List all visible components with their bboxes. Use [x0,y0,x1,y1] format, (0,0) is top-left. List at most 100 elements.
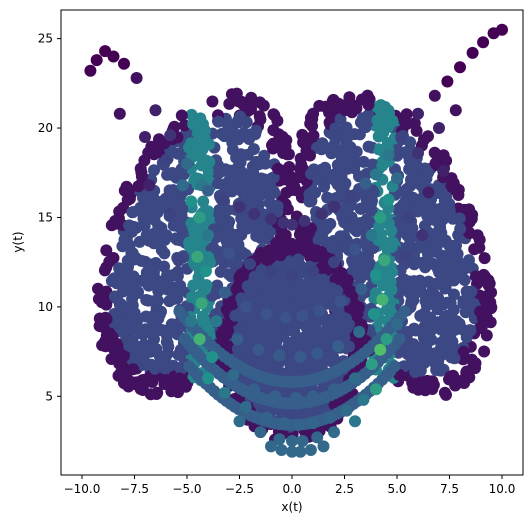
cloud-point [327,235,340,247]
data-point [328,383,340,396]
cloud-point [306,285,319,298]
data-point [223,247,235,260]
cloud-point [148,362,161,375]
cloud-point [371,114,384,127]
cloud-point [122,184,135,197]
cloud-point [141,203,154,216]
cloud-point [257,279,270,292]
cloud-point [162,340,175,353]
cloud-point [138,338,151,351]
cloud-point [292,253,305,266]
cloud-point [436,234,448,247]
cloud-point [116,240,129,253]
x-tick-label: −5.0 [172,482,201,496]
cloud-point [178,377,191,390]
cloud-point [349,222,362,235]
cloud-point [296,128,309,141]
data-point [273,349,286,362]
cloud-point [403,163,416,176]
cloud-point [175,109,188,122]
cloud-point [319,161,332,174]
cloud-point [418,219,431,232]
cloud-point [192,126,205,139]
data-point [315,207,328,220]
cloud-point [316,290,329,303]
data-point [296,435,309,447]
cloud-point [269,246,282,259]
cloud-point [468,243,481,256]
data-point [248,383,261,396]
cloud-point [373,220,385,233]
data-point [374,211,387,224]
data-point [307,390,319,403]
data-point [187,279,200,292]
cloud-point [121,194,134,206]
cloud-point [445,327,457,339]
data-point [172,254,185,267]
y-tick-label: 15 [38,210,53,224]
cloud-point [401,200,414,213]
cloud-point [229,309,242,322]
cloud-point [126,206,139,219]
arc-point [388,360,401,373]
cloud-point [418,133,430,146]
cloud-point [420,326,433,339]
cloud-point [436,213,449,226]
cloud-point [166,269,179,282]
data-point [374,343,387,356]
data-point [380,333,393,346]
cloud-point [240,130,253,143]
arc-point [398,305,411,318]
data-point [286,268,298,281]
cloud-point [462,294,475,307]
data-point [185,195,198,208]
cloud-point [407,250,420,263]
cloud-point [407,381,420,394]
data-point [286,435,298,447]
cloud-point [271,114,284,127]
cloud-point [146,313,158,326]
cloud-point [152,285,165,298]
data-point [349,372,361,385]
cloud-point [140,294,153,306]
data-point [334,295,347,308]
arc-point [393,333,406,345]
cloud-point [326,313,339,326]
data-point [202,229,214,242]
cloud-point [248,170,261,183]
cloud-point [258,251,271,264]
cloud-point [274,289,287,302]
cloud-point [304,149,316,162]
data-point [265,440,277,453]
cloud-point [100,261,113,274]
cloud-point [350,145,363,158]
data-point [233,200,246,213]
cloud-point [448,288,460,301]
data-point [269,390,282,403]
data-point [244,258,256,270]
cloud-point [313,277,326,290]
data-point [193,211,206,224]
x-tick-label: −7.5 [120,482,149,496]
data-point [391,172,403,185]
cloud-point [137,352,150,365]
data-point [265,213,277,226]
cloud-point [307,129,320,142]
y-tick-label: 25 [38,32,53,46]
cloud-point [262,350,275,363]
data-point [118,57,130,70]
cloud-point [339,104,352,117]
cloud-point [223,268,235,281]
cloud-point [246,160,259,173]
data-point [349,415,361,428]
cloud-point [327,101,340,114]
cloud-point [148,333,160,346]
cloud-point [117,272,130,285]
cloud-point [129,345,142,358]
cloud-point [99,340,112,353]
cloud-point [334,113,347,126]
data-point [328,426,340,439]
data-point [344,190,357,202]
data-point [195,297,208,310]
cloud-point [230,87,243,100]
